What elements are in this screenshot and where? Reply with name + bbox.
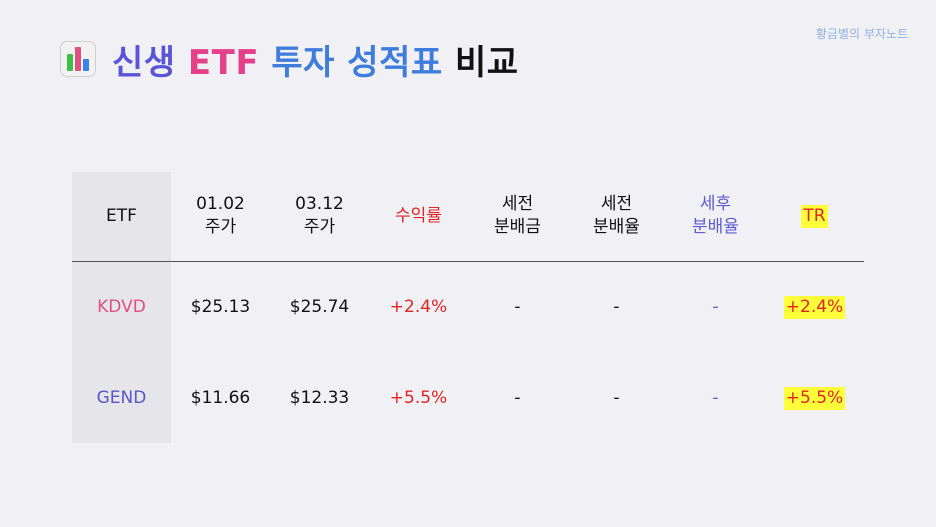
header-label-line2: 주가: [204, 217, 237, 237]
header-label-line2: 분배금: [494, 217, 541, 237]
row-gend-pretax-yield: -: [613, 387, 620, 408]
row-kdvd-price-0312: $25.74: [289, 296, 350, 317]
header-etf-label: ETF: [106, 205, 137, 226]
row-kdvd-tr-value: +2.4%: [783, 295, 846, 319]
header-tr: TR: [765, 192, 864, 240]
row-kdvd-pretax-dividend: -: [514, 296, 521, 317]
header-return-label: 수익률: [395, 205, 442, 226]
row-kdvd-aftertax-yield: -: [712, 296, 719, 317]
header-divider: [72, 261, 864, 262]
watermark: 황금별의 부자노트: [815, 27, 908, 41]
row-gend-return: +5.5%: [389, 387, 448, 408]
header-pretax-yield: 세전 분배율: [567, 192, 666, 240]
row-gend-aftertax-yield: -: [712, 387, 719, 408]
header-price-0102: 01.02 주가: [171, 192, 270, 240]
page-title: 신생 ETF 투자 성적표 비교: [60, 35, 519, 84]
row-kdvd-return: +2.4%: [389, 296, 448, 317]
etf-column-background: [72, 172, 171, 443]
header-label-line1: 03.12: [295, 194, 344, 214]
row-kdvd-price-0102: $25.13: [190, 296, 251, 317]
row-gend-tr-value: +5.5%: [783, 386, 846, 410]
title-text: 신생 ETF 투자 성적표 비교: [112, 35, 519, 84]
title-part-2: ETF: [187, 42, 260, 83]
title-part-1: 신생: [112, 42, 176, 83]
row-kdvd-tr: +2.4%: [765, 295, 864, 319]
header-label-line1: 세전: [501, 194, 534, 214]
row-kdvd-pretax-yield: -: [613, 296, 620, 317]
title-part-4: 비교: [455, 42, 519, 83]
header-etf: ETF: [72, 192, 171, 240]
header-label-line1: 세후: [699, 194, 732, 214]
header-return: 수익률: [369, 192, 468, 240]
row-gend-pretax-dividend: -: [514, 387, 521, 408]
row-gend-tr: +5.5%: [765, 386, 864, 410]
title-part-3: 투자 성적표: [271, 42, 443, 83]
header-label-line1: 01.02: [196, 194, 245, 214]
bar-chart-icon: [60, 41, 96, 77]
header-pretax-dividend: 세전 분배금: [468, 192, 567, 240]
row-kdvd-ticker: KDVD: [97, 296, 146, 317]
header-label-line2: 주가: [303, 217, 336, 237]
row-gend-ticker: GEND: [96, 387, 147, 408]
row-gend-price-0102: $11.66: [190, 387, 251, 408]
header-label-line1: 세전: [600, 194, 633, 214]
header-price-0312: 03.12 주가: [270, 192, 369, 240]
row-gend-price-0312: $12.33: [289, 387, 350, 408]
header-aftertax-yield: 세후 분배율: [666, 192, 765, 240]
header-label-line2: 분배율: [593, 217, 640, 237]
header-tr-label: TR: [801, 204, 828, 228]
header-label-line2: 분배율: [692, 217, 739, 237]
